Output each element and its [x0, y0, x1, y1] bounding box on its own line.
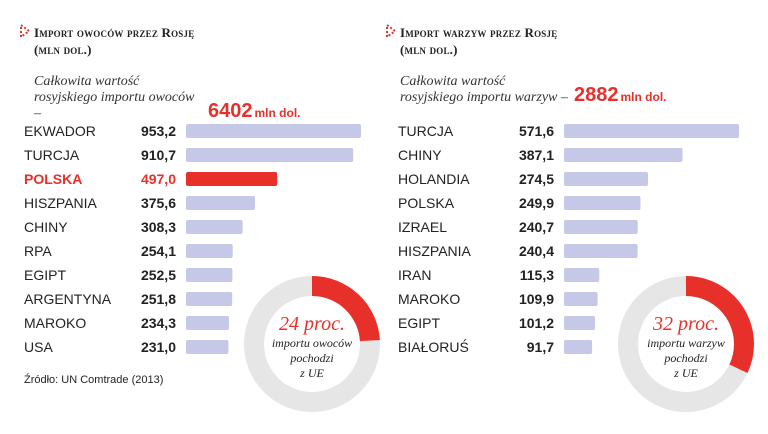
donut-caption-line: pochodzi [289, 351, 333, 365]
data-label: 571,6 [519, 123, 554, 139]
bar [186, 124, 361, 138]
category-label: CHINY [24, 219, 68, 235]
category-label: EGIPT [398, 315, 440, 331]
chart-title: Import warzyw przez Rosję (mln dol.) [400, 24, 557, 58]
category-label: ARGENTYNA [24, 291, 112, 307]
bar [564, 340, 593, 354]
total-unit: mln dol. [254, 106, 301, 120]
category-label: CHINY [398, 147, 442, 163]
data-label: 240,4 [519, 243, 554, 259]
data-label: 308,3 [141, 219, 176, 235]
category-label: TURCJA [24, 147, 80, 163]
bar [564, 268, 600, 282]
bar [186, 292, 233, 306]
category-label: TURCJA [398, 123, 454, 139]
category-label: MAROKO [24, 315, 86, 331]
chart-subtitle: (mln dol.) [34, 42, 92, 57]
category-label: POLSKA [24, 171, 82, 187]
data-label: 249,9 [519, 195, 554, 211]
donut-caption-line: z UE [299, 366, 324, 380]
total-unit: mln dol. [620, 90, 667, 104]
title-marker-icon [386, 24, 396, 38]
vegetable-bar-chart: TURCJA 571,6 CHINY 387,1 HOLANDIA 274,5 POLSKA… [398, 123, 754, 412]
bar [564, 244, 638, 258]
category-label: EGIPT [24, 267, 66, 283]
total-summary: Całkowita wartość rosyjskiego importu wa… [400, 74, 760, 106]
category-label: IZRAEL [398, 219, 447, 235]
bar [186, 220, 243, 234]
fruit-import-panel: Import owoców przez Rosję (mln dol.) Cał… [20, 24, 380, 412]
bar [564, 292, 598, 306]
chart-subtitle: (mln dol.) [400, 42, 458, 57]
category-label: RPA [24, 243, 52, 259]
donut-caption-line: pochodzi [663, 351, 707, 365]
data-label: 910,7 [141, 147, 176, 163]
category-label: HISZPANIA [24, 195, 98, 211]
total-value: 6402 [208, 100, 253, 122]
donut-percent-label: 32 proc. [652, 313, 719, 335]
data-label: 109,9 [519, 291, 554, 307]
total-value: 2882 [574, 84, 619, 106]
category-label: EKWADOR [24, 123, 96, 139]
chart-title-text: Import owoców przez Rosję [34, 25, 195, 40]
bar [564, 220, 638, 234]
data-label: 240,7 [519, 219, 554, 235]
bar [564, 316, 595, 330]
total-summary: Całkowita wartość rosyjskiego importu ow… [34, 74, 374, 122]
data-label: 101,2 [519, 315, 554, 331]
data-label: 252,5 [141, 267, 176, 283]
bar [186, 196, 255, 210]
donut-caption-line: z UE [673, 366, 698, 380]
bar [186, 148, 354, 162]
category-label: BIAŁORUŚ [398, 338, 469, 355]
category-label: IRAN [398, 267, 431, 283]
category-label: POLSKA [398, 195, 455, 211]
chart-title-text: Import warzyw przez Rosję [400, 25, 558, 40]
data-label: 91,7 [527, 339, 554, 355]
bar [186, 340, 229, 354]
data-label: 115,3 [520, 267, 554, 283]
title-marker-icon [20, 24, 30, 38]
chart-title: Import owoców przez Rosję (mln dol.) [34, 24, 194, 58]
data-label: 375,6 [141, 195, 176, 211]
bar [564, 172, 648, 186]
donut-caption-line: importu owoców [272, 336, 352, 350]
category-label: HISZPANIA [398, 243, 472, 259]
data-label: 274,5 [519, 171, 554, 187]
bar [186, 316, 229, 330]
total-label: Całkowita wartość rosyjskiego importu wa… [400, 74, 568, 105]
donut-segment [244, 276, 380, 412]
donut-segment [618, 276, 754, 412]
source-note: Źródło: UN Comtrade (2013) [24, 374, 164, 386]
bar [564, 196, 641, 210]
category-label: HOLANDIA [398, 171, 470, 187]
data-label: 251,8 [141, 291, 176, 307]
data-label: 234,3 [141, 315, 176, 331]
total-label: Całkowita wartość rosyjskiego importu ow… [34, 74, 195, 121]
data-label: 387,1 [519, 147, 554, 163]
bar [186, 172, 278, 186]
category-label: MAROKO [398, 291, 460, 307]
donut-percent-label: 24 proc. [279, 313, 345, 335]
donut-caption-line: importu warzyw [647, 336, 725, 350]
bar [186, 268, 233, 282]
category-label: USA [24, 339, 53, 355]
data-label: 953,2 [141, 123, 176, 139]
bar [186, 244, 233, 258]
fruit-bar-chart: EKWADOR 953,2 TURCJA 910,7 POLSKA 497,0 HISZPA… [24, 123, 380, 412]
data-label: 254,1 [141, 243, 176, 259]
data-label: 497,0 [141, 171, 176, 187]
bar [564, 124, 739, 138]
data-label: 231,0 [141, 339, 176, 355]
bar [564, 148, 683, 162]
vegetable-import-panel: Import warzyw przez Rosję (mln dol.) Cał… [384, 0, 768, 434]
